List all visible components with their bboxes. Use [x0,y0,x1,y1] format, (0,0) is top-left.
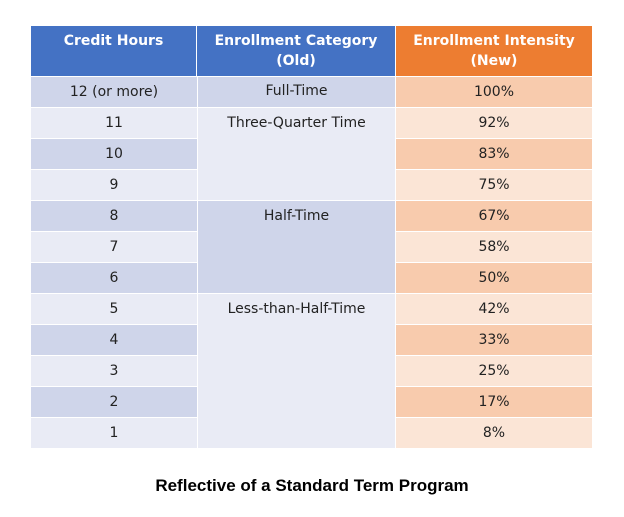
intensity-cell: 58% [396,231,592,262]
intensity-cell: 50% [396,262,592,293]
header-category-line2: (Old) [276,53,316,69]
intensity-cell: 33% [396,324,592,355]
table-row: 6 50% [31,262,592,293]
credit-hours-cell: 6 [31,262,197,293]
table-header: Credit Hours Enrollment Category (Old) E… [31,26,592,76]
intensity-cell: 8% [396,417,592,448]
credit-hours-cell: 1 [31,417,197,448]
table-row: 2 17% [31,386,592,417]
table-row: 3 25% [31,355,592,386]
table-row: 9 75% [31,169,592,200]
table-row: 5 42% [31,293,592,324]
header-credit-hours: Credit Hours [31,26,197,76]
intensity-cell: 25% [396,355,592,386]
intensity-cell: 75% [396,169,592,200]
header-enrollment-intensity: Enrollment Intensity (New) [396,26,592,76]
enrollment-table: Credit Hours Enrollment Category (Old) E… [31,26,592,453]
header-credit-hours-label: Credit Hours [63,33,164,49]
credit-hours-cell: 2 [31,386,197,417]
table-caption: Reflective of a Standard Term Program [155,476,469,495]
category-less-than-half-time: Less-than-Half-Time [197,293,396,448]
header-category-line1: Enrollment Category [214,33,378,49]
table-body: Full-Time Three-Quarter Time Half-Time L… [31,76,592,453]
intensity-cell: 92% [396,107,592,138]
header-intensity-line1: Enrollment Intensity [413,33,575,49]
table-row: 4 33% [31,324,592,355]
table-row: 8 67% [31,200,592,231]
table-row: 7 58% [31,231,592,262]
credit-hours-cell: 9 [31,169,197,200]
credit-hours-cell: 3 [31,355,197,386]
header-intensity-line2: (New) [470,53,518,69]
credit-hours-cell: 11 [31,107,197,138]
intensity-cell: 67% [396,200,592,231]
table-row: 10 83% [31,138,592,169]
intensity-cell: 100% [396,76,592,107]
category-half-time: Half-Time [197,200,396,293]
table-row: 12 (or more) 100% [31,76,592,107]
header-enrollment-category: Enrollment Category (Old) [197,26,396,76]
table-row: 11 92% [31,107,592,138]
credit-hours-cell: 12 (or more) [31,76,197,107]
credit-hours-cell: 7 [31,231,197,262]
category-three-quarter-time: Three-Quarter Time [197,107,396,200]
credit-hours-cell: 8 [31,200,197,231]
intensity-cell: 83% [396,138,592,169]
credit-hours-cell: 4 [31,324,197,355]
table-row: 1 8% [31,417,592,448]
category-full-time: Full-Time [197,76,396,107]
intensity-cell: 42% [396,293,592,324]
intensity-cell: 17% [396,386,592,417]
credit-hours-cell: 10 [31,138,197,169]
credit-hours-cell: 5 [31,293,197,324]
